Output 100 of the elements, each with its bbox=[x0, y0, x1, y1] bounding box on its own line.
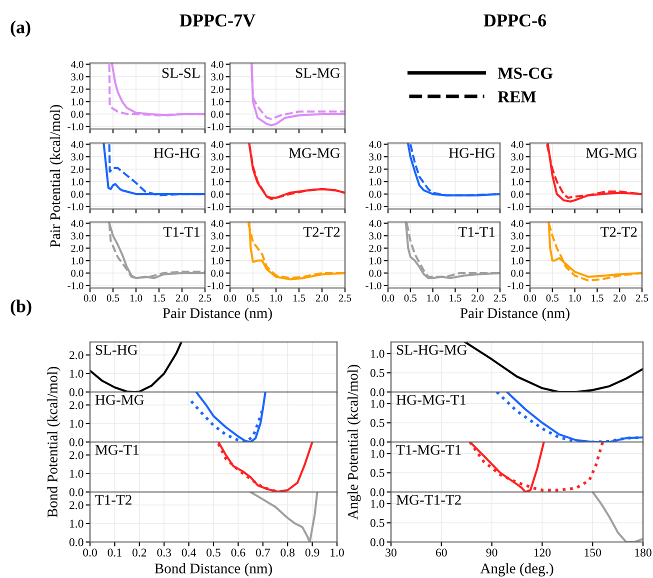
annotation: MG-T1-T2 bbox=[396, 494, 461, 505]
y-tick-label: 0.0 bbox=[211, 270, 224, 277]
y-tick-label: 3.0 bbox=[211, 232, 224, 240]
annotation: MG-MG bbox=[288, 148, 340, 158]
y-tick-label: 1.0 bbox=[72, 98, 84, 106]
y-tick-label: 1.0 bbox=[72, 257, 84, 264]
x-tick-label: 0.3 bbox=[157, 548, 172, 557]
y-tick-label: -1.0 bbox=[508, 203, 524, 210]
y-tick-label: 1.0 bbox=[370, 178, 382, 186]
annotation: T1-T1 bbox=[458, 227, 495, 237]
y-tick-label: 2.0 bbox=[70, 451, 84, 460]
x-tick-label: 0.9 bbox=[305, 548, 320, 557]
y-tick-label: 1.0 bbox=[212, 98, 224, 106]
y-tick-label: 4.0 bbox=[510, 220, 524, 228]
x-tick-label: 0.0 bbox=[224, 294, 236, 302]
y-tick-label: 2.0 bbox=[71, 244, 84, 252]
y-tick-label: 0.0 bbox=[211, 190, 224, 198]
y-tick-label: 0.0 bbox=[71, 190, 84, 198]
x-tick-label: 1.5 bbox=[450, 294, 462, 302]
x-tick-label: 30 bbox=[386, 548, 396, 557]
y-tick-label: 2.0 bbox=[511, 166, 524, 173]
x-tick-label: 2.0 bbox=[316, 294, 328, 302]
y-axis-title: Pair Potential (kcal/mol) bbox=[50, 104, 64, 248]
y-tick-label: -1.0 bbox=[68, 203, 84, 210]
y-tick-label: 0.0 bbox=[370, 438, 384, 446]
x-tick-label: 0.0 bbox=[382, 294, 394, 302]
x-axis-title: Pair Distance (nm) bbox=[162, 308, 272, 322]
x-tick-label: 1.5 bbox=[153, 294, 166, 302]
y-tick-label: 0.5 bbox=[370, 519, 384, 528]
y-tick-label: 2.0 bbox=[369, 166, 382, 173]
x-tick-label: 0.0 bbox=[83, 548, 97, 557]
x-axis-title: Bond Distance (nm) bbox=[154, 563, 272, 576]
y-tick-label: 3.0 bbox=[511, 232, 524, 240]
y-tick-label: 3.0 bbox=[71, 153, 84, 160]
y-tick-label: 2.0 bbox=[211, 244, 224, 252]
y-tick-label: 1.0 bbox=[70, 370, 84, 378]
annotation: T1-MG-T1 bbox=[396, 444, 461, 455]
y-tick-label: 1.0 bbox=[371, 500, 384, 508]
x-tick-label: 2.5 bbox=[636, 294, 648, 302]
x-tick-label: 0.1 bbox=[108, 548, 122, 557]
x-tick-label: 0.5 bbox=[404, 294, 417, 302]
y-tick-label: 1.0 bbox=[371, 400, 384, 408]
x-tick-label: 2.0 bbox=[472, 294, 484, 302]
x-tick-label: 60 bbox=[436, 548, 447, 557]
annotation: MG-T1 bbox=[95, 444, 139, 455]
y-tick-label: 4.0 bbox=[210, 60, 224, 68]
x-axis-title: Angle (deg.) bbox=[480, 563, 554, 576]
y-tick-label: 0.0 bbox=[71, 110, 84, 118]
x-tick-label: 2.5 bbox=[338, 294, 352, 302]
y-tick-label: 2.0 bbox=[369, 244, 382, 252]
x-tick-label: 2.5 bbox=[198, 294, 212, 302]
y-tick-label: 1.0 bbox=[371, 450, 384, 458]
chart-title: DPPC-6 bbox=[484, 14, 546, 27]
y-tick-label: -1.0 bbox=[208, 203, 224, 210]
x-tick-label: 0.6 bbox=[231, 548, 246, 557]
x-tick-label: 150 bbox=[584, 548, 602, 557]
y-tick-label: -1.0 bbox=[208, 282, 224, 290]
y-tick-label: 2.0 bbox=[211, 166, 224, 173]
y-tick-label: 4.0 bbox=[510, 140, 524, 148]
y-tick-label: 0.5 bbox=[370, 469, 384, 478]
y-tick-label: 0.0 bbox=[69, 488, 84, 496]
x-tick-label: 0.4 bbox=[182, 548, 196, 557]
y-tick-label: 1.0 bbox=[70, 520, 84, 528]
y-tick-label: 3.0 bbox=[211, 153, 224, 160]
x-tick-label: 0.2 bbox=[132, 548, 146, 557]
y-tick-label: 4.0 bbox=[70, 140, 84, 148]
x-tick-label: 0.5 bbox=[246, 294, 260, 302]
y-tick-label: 3.0 bbox=[369, 232, 382, 240]
y-tick-label: 2.0 bbox=[71, 86, 84, 93]
annotation: T2-T2 bbox=[303, 227, 340, 237]
x-tick-label: 0.7 bbox=[256, 548, 270, 557]
x-tick-label: 1.0 bbox=[130, 294, 142, 302]
y-tick-label: 3.0 bbox=[71, 73, 84, 80]
x-tick-label: 2.5 bbox=[494, 294, 506, 302]
y-tick-label: -1.0 bbox=[508, 282, 524, 290]
y-tick-label: -1.0 bbox=[366, 203, 382, 210]
annotation: T1-T2 bbox=[95, 494, 132, 505]
x-tick-label: 1.5 bbox=[592, 294, 604, 302]
y-tick-label: 4.0 bbox=[70, 60, 84, 68]
y-tick-label: 2.0 bbox=[70, 401, 84, 410]
x-tick-label: 1.0 bbox=[270, 294, 282, 302]
y-tick-label: 1.0 bbox=[212, 178, 224, 186]
y-tick-label: 0.0 bbox=[511, 270, 524, 277]
y-tick-label: 0.0 bbox=[69, 538, 84, 546]
y-tick-label: 4.0 bbox=[368, 140, 382, 148]
y-tick-label: 4.0 bbox=[70, 220, 84, 228]
x-tick-label: 0.0 bbox=[524, 294, 536, 302]
x-tick-label: 0.5 bbox=[106, 294, 120, 302]
y-tick-label: 1.0 bbox=[512, 257, 524, 264]
x-tick-label: 120 bbox=[534, 548, 551, 557]
text: (b) bbox=[10, 300, 32, 316]
y-tick-label: 1.0 bbox=[212, 257, 224, 264]
y-tick-label: 3.0 bbox=[369, 153, 382, 160]
y-tick-label: 3.0 bbox=[71, 232, 84, 240]
annotation: T1-T1 bbox=[163, 227, 200, 237]
annotation: SL-HG-MG bbox=[397, 344, 467, 355]
y-tick-label: 0.0 bbox=[369, 270, 382, 277]
y-tick-label: 0.0 bbox=[69, 438, 84, 446]
y-tick-label: 0.5 bbox=[370, 369, 384, 378]
y-tick-label: 2.0 bbox=[211, 86, 224, 93]
